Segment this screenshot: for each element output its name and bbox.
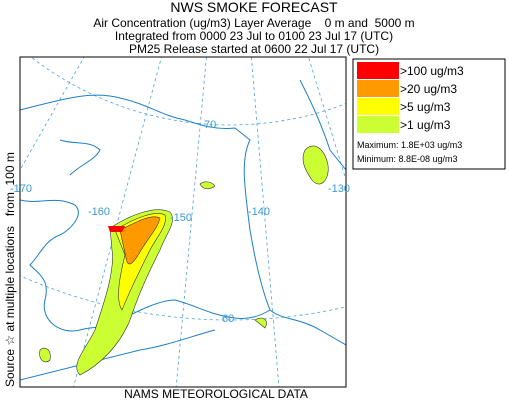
legend: >100 ug/m3 >20 ug/m3 >5 ug/m3 >1 ug/m3 — [357, 62, 464, 133]
footer: NAMS METEOROLOGICAL DATA — [124, 387, 308, 401]
release: PM25 Release started at 0600 22 Jul 17 (… — [129, 42, 379, 56]
side-label: Source ☆ at multiple locations from 100 … — [3, 152, 17, 387]
legend-min: Minimum: 8.8E-08 ug/m3 — [357, 154, 458, 164]
meridian — [251, 57, 280, 387]
lon-label: -160 — [88, 206, 110, 218]
meridian — [73, 57, 162, 387]
coastline — [299, 79, 346, 171]
integration: Integrated from 0000 23 Jul to 0100 23 J… — [115, 29, 393, 43]
smoke-plume — [199, 181, 216, 190]
legend-label: >5 ug/m3 — [400, 100, 451, 114]
lon-label: -140 — [248, 206, 270, 218]
legend-max: Maximum: 1.8E+03 ug/m3 — [357, 140, 462, 150]
parallel — [20, 275, 346, 321]
coastline — [20, 94, 346, 381]
subtitle: Air Concentration (ug/m3) Layer Average … — [93, 16, 414, 30]
legend-swatch — [357, 98, 399, 115]
map-frame — [19, 56, 347, 388]
lon-label: -130 — [328, 183, 350, 195]
parallel — [30, 57, 346, 126]
legend-label: >20 ug/m3 — [400, 82, 457, 96]
meridian — [20, 57, 85, 171]
lon-label: -170 — [10, 183, 32, 195]
legend-swatch — [357, 62, 399, 79]
smoke-plume — [302, 145, 329, 185]
smoke-plume — [108, 226, 125, 232]
smoke-plume — [39, 317, 267, 363]
meridian — [308, 57, 346, 181]
legend-label: >1 ug/m3 — [400, 118, 451, 132]
lat-label: 60 — [222, 313, 234, 325]
legend-swatch — [357, 80, 399, 97]
legend-swatch — [357, 116, 399, 133]
smoke-plume — [119, 216, 161, 265]
lon-label: -150 — [170, 212, 192, 224]
meridian — [175, 57, 207, 387]
legend-label: >100 ug/m3 — [400, 64, 464, 78]
lat-label: 70 — [204, 119, 216, 131]
title: NWS SMOKE FORECAST — [170, 0, 338, 15]
